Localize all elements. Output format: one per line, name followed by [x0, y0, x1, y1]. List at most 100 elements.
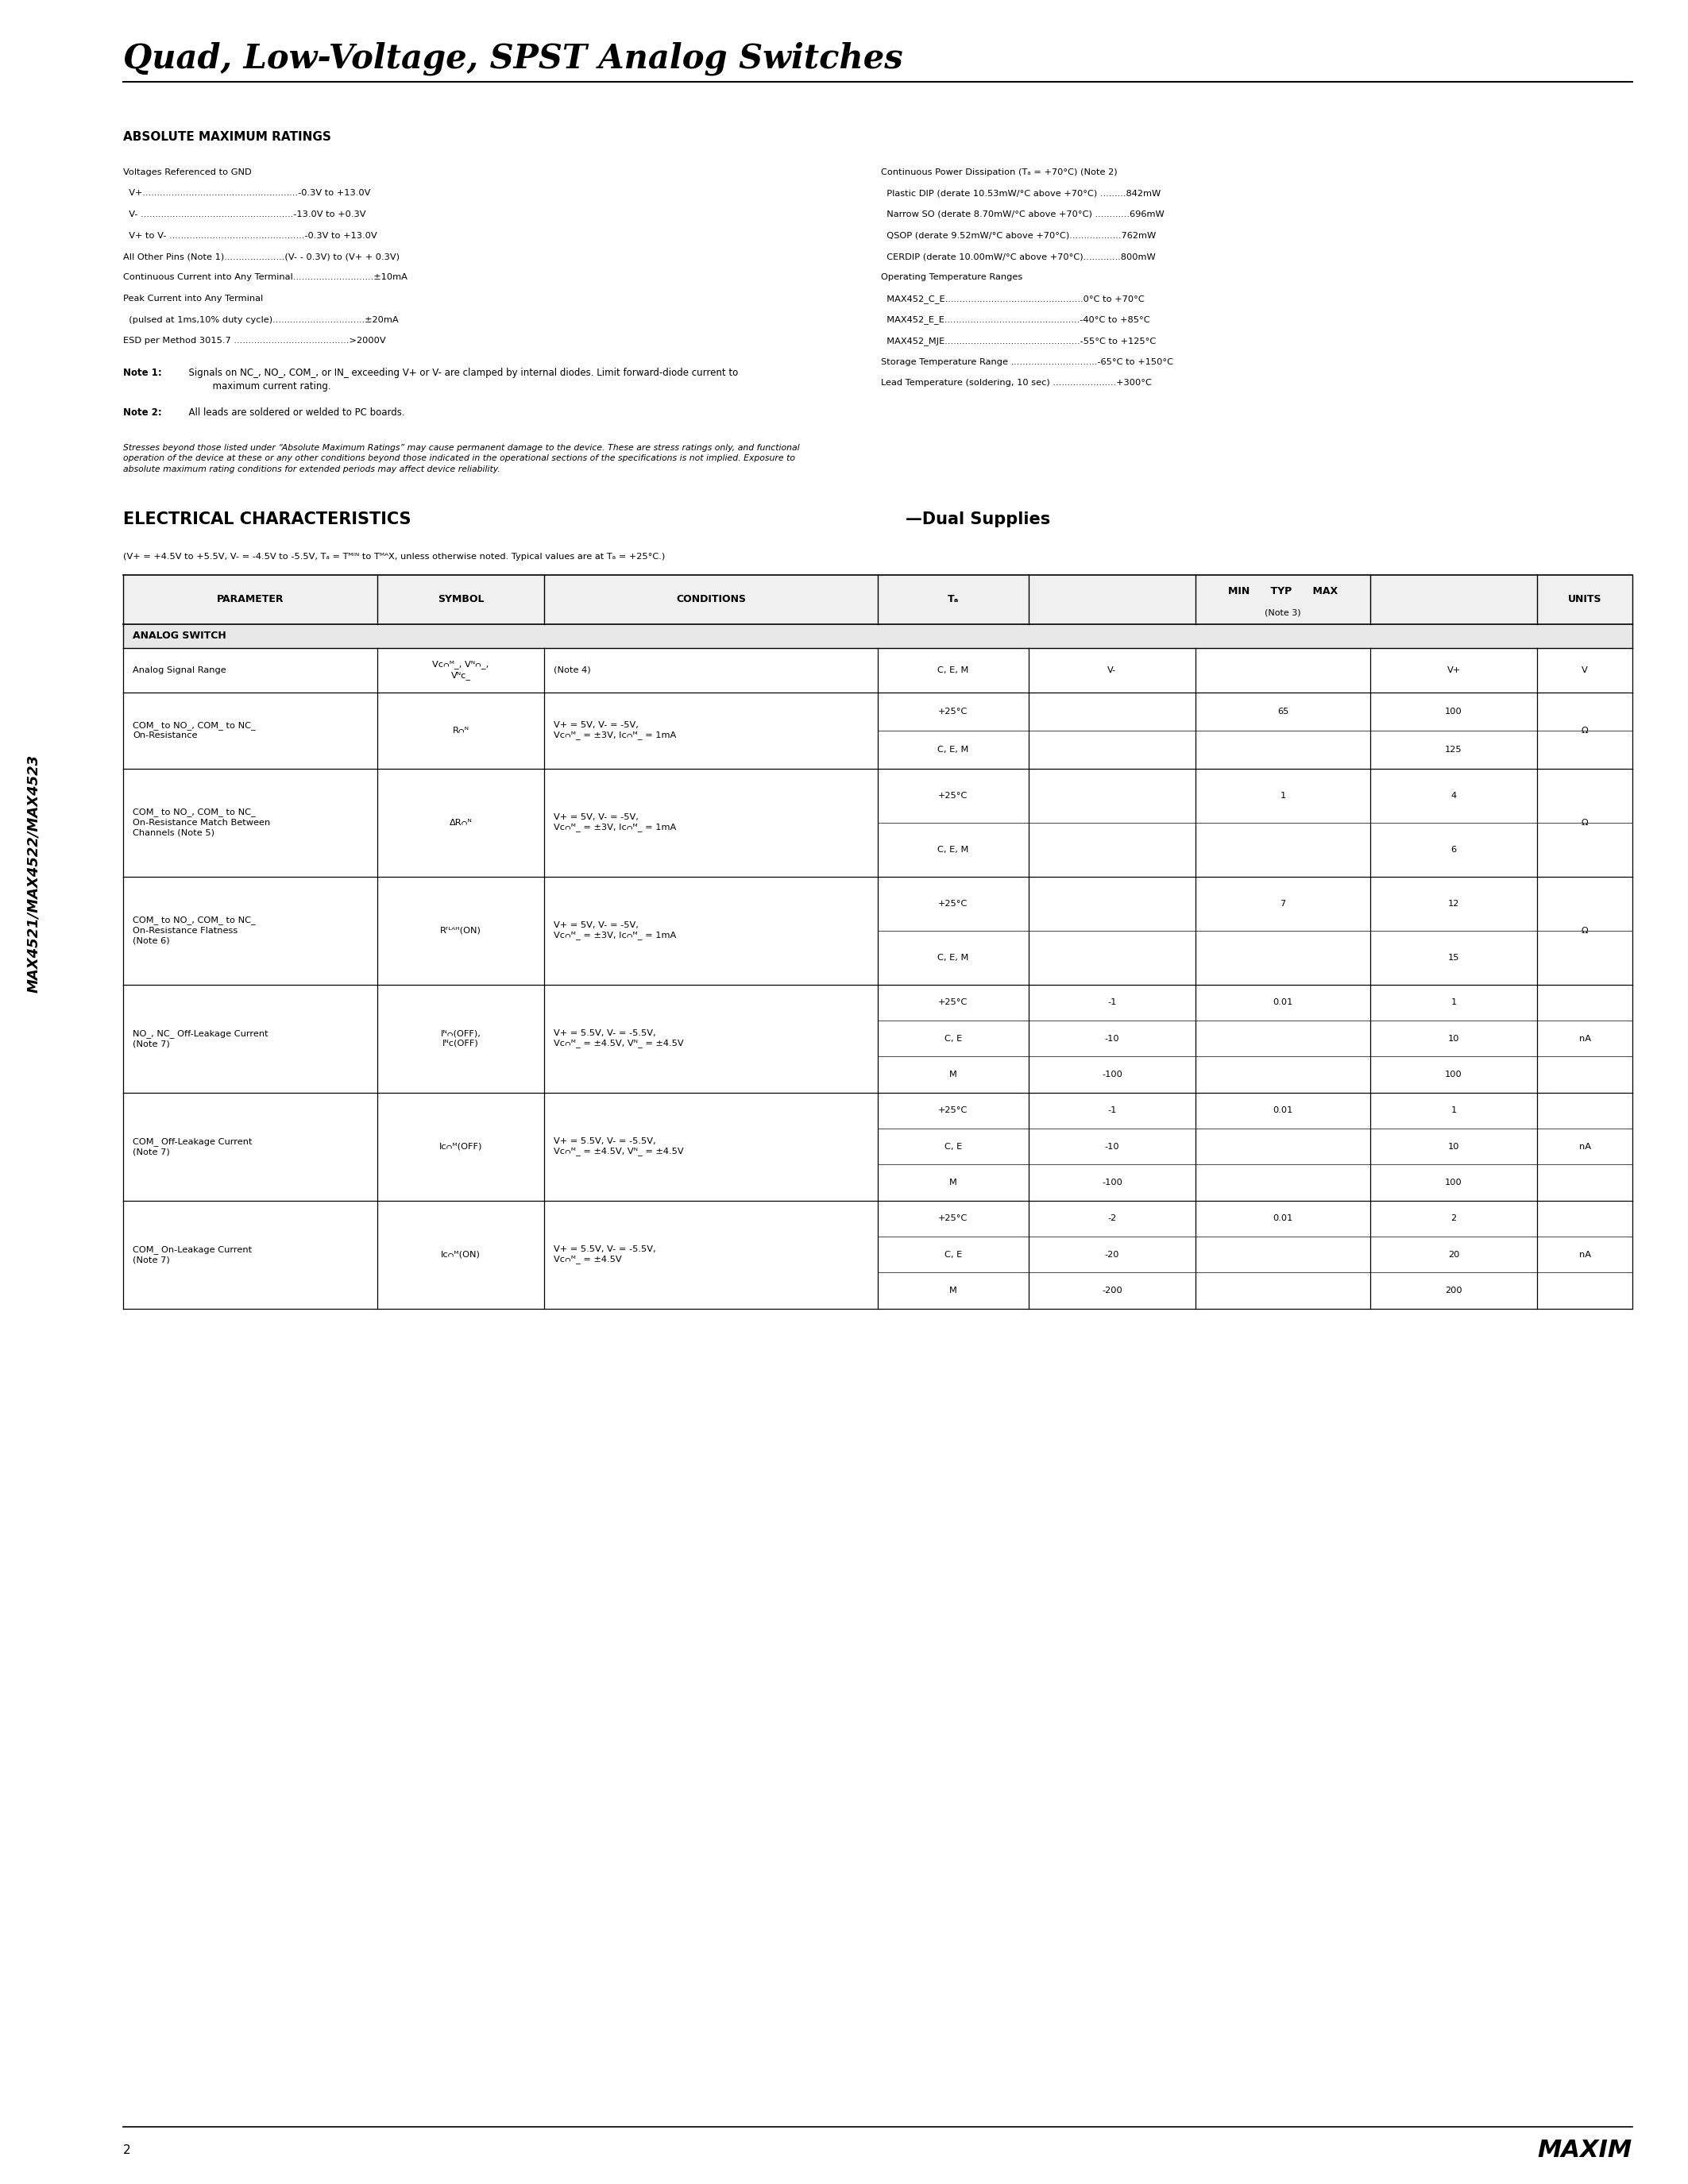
Text: (V+ = +4.5V to +5.5V, V- = -4.5V to -5.5V, Tₐ = Tᴹᴵᴺ to TᴹᴬΧ, unless otherwise n: (V+ = +4.5V to +5.5V, V- = -4.5V to -5.5… [123, 553, 665, 561]
Text: UNITS: UNITS [1568, 594, 1602, 605]
Text: All leads are soldered or welded to PC boards.: All leads are soldered or welded to PC b… [182, 406, 405, 417]
Text: 2: 2 [1452, 1214, 1457, 1223]
Text: V+ = 5.5V, V- = -5.5V,
Vᴄᴒᴹ_ = ±4.5V, Vᴺ_ = ±4.5V: V+ = 5.5V, V- = -5.5V, Vᴄᴒᴹ_ = ±4.5V, Vᴺ… [554, 1029, 684, 1048]
Text: PARAMETER: PARAMETER [216, 594, 284, 605]
Text: Note 1:: Note 1: [123, 367, 162, 378]
Text: COM_ to NO_, COM_ to NC_
On-Resistance Match Between
Channels (Note 5): COM_ to NO_, COM_ to NC_ On-Resistance M… [133, 808, 270, 836]
Text: M: M [949, 1179, 957, 1186]
Text: C, E, M: C, E, M [937, 745, 969, 753]
Text: 10: 10 [1448, 1142, 1460, 1151]
Text: (Note 4): (Note 4) [554, 666, 591, 675]
Text: Voltages Referenced to GND: Voltages Referenced to GND [123, 168, 252, 177]
Text: Peak Current into Any Terminal: Peak Current into Any Terminal [123, 295, 263, 304]
Text: V+ to V- ...............................................-0.3V to +13.0V: V+ to V- ...............................… [123, 232, 376, 240]
Text: ESD per Method 3015.7 ........................................>2000V: ESD per Method 3015.7 ..................… [123, 336, 387, 345]
Text: nA: nA [1578, 1251, 1590, 1258]
Text: All Other Pins (Note 1).....................(V- - 0.3V) to (V+ + 0.3V): All Other Pins (Note 1).................… [123, 253, 400, 260]
Text: -100: -100 [1102, 1070, 1123, 1079]
Text: +25°C: +25°C [939, 900, 969, 906]
Text: 15: 15 [1448, 954, 1460, 961]
Text: Rᶠᴸᴬᴴ(ON): Rᶠᴸᴬᴴ(ON) [441, 926, 481, 935]
Bar [123, 574, 1632, 625]
Text: Iᴄᴒᴹ(OFF): Iᴄᴒᴹ(OFF) [439, 1142, 483, 1151]
Text: V- .....................................................-13.0V to +0.3V: V- .....................................… [123, 210, 366, 218]
Text: -100: -100 [1102, 1179, 1123, 1186]
Text: MAX452_MJE...............................................-55°C to +125°C: MAX452_MJE..............................… [881, 336, 1156, 345]
Text: 125: 125 [1445, 745, 1462, 753]
Text: Vᴄᴒᴹ_, Vᴺᴒ_,
Vᴺᴄ_: Vᴄᴒᴹ_, Vᴺᴒ_, Vᴺᴄ_ [432, 660, 490, 679]
Text: 0.01: 0.01 [1273, 1107, 1293, 1114]
Text: -10: -10 [1104, 1035, 1119, 1042]
Text: Lead Temperature (soldering, 10 sec) ......................+300°C: Lead Temperature (soldering, 10 sec) ...… [881, 378, 1151, 387]
Text: V+ = 5V, V- = -5V,
Vᴄᴒᴹ_ = ±3V, Iᴄᴒᴹ_ = 1mA: V+ = 5V, V- = -5V, Vᴄᴒᴹ_ = ±3V, Iᴄᴒᴹ_ = … [554, 922, 677, 939]
Text: +25°C: +25°C [939, 1214, 969, 1223]
Text: +25°C: +25°C [939, 708, 969, 714]
Text: +25°C: +25°C [939, 791, 969, 799]
Text: Note 2:: Note 2: [123, 406, 162, 417]
Text: Narrow SO (derate 8.70mW/°C above +70°C) ............696mW: Narrow SO (derate 8.70mW/°C above +70°C)… [881, 210, 1165, 218]
Text: MAXIM: MAXIM [1538, 2138, 1632, 2162]
Text: C, E, M: C, E, M [937, 845, 969, 854]
Text: nA: nA [1578, 1035, 1590, 1042]
Text: Operating Temperature Ranges: Operating Temperature Ranges [881, 273, 1023, 282]
Text: ELECTRICAL CHARACTERISTICS: ELECTRICAL CHARACTERISTICS [123, 511, 412, 526]
Text: +25°C: +25°C [939, 1107, 969, 1114]
Text: C, E, M: C, E, M [937, 666, 969, 675]
Text: 100: 100 [1445, 708, 1462, 714]
Text: V+ = 5V, V- = -5V,
Vᴄᴒᴹ_ = ±3V, Iᴄᴒᴹ_ = 1mA: V+ = 5V, V- = -5V, Vᴄᴒᴹ_ = ±3V, Iᴄᴒᴹ_ = … [554, 812, 677, 832]
Text: (Note 3): (Note 3) [1264, 609, 1301, 616]
Text: 7: 7 [1280, 900, 1286, 906]
Text: 1: 1 [1280, 791, 1286, 799]
Text: C, E: C, E [944, 1035, 962, 1042]
Text: -1: -1 [1107, 998, 1117, 1007]
Text: 2: 2 [123, 2145, 130, 2156]
Text: MAX4521/MAX4522/MAX4523: MAX4521/MAX4522/MAX4523 [27, 753, 41, 994]
Text: V+ = 5.5V, V- = -5.5V,
Vᴄᴒᴹ_ = ±4.5V, Vᴺ_ = ±4.5V: V+ = 5.5V, V- = -5.5V, Vᴄᴒᴹ_ = ±4.5V, Vᴺ… [554, 1138, 684, 1155]
Text: -2: -2 [1107, 1214, 1116, 1223]
Text: 1: 1 [1450, 1107, 1457, 1114]
Text: -20: -20 [1104, 1251, 1119, 1258]
Text: 10: 10 [1448, 1035, 1460, 1042]
Text: Signals on NC_, NO_, COM_, or IN_ exceeding V+ or V- are clamped by internal dio: Signals on NC_, NO_, COM_, or IN_ exceed… [182, 367, 738, 391]
Text: MAX452_E_E...............................................-40°C to +85°C: MAX452_E_E..............................… [881, 317, 1150, 325]
Text: Storage Temperature Range ..............................-65°C to +150°C: Storage Temperature Range ..............… [881, 358, 1173, 365]
Text: Plastic DIP (derate 10.53mW/°C above +70°C) .........842mW: Plastic DIP (derate 10.53mW/°C above +70… [881, 190, 1161, 197]
Text: C, E, M: C, E, M [937, 954, 969, 961]
Text: Continuous Current into Any Terminal............................±10mA: Continuous Current into Any Terminal....… [123, 273, 407, 282]
Text: Iᴺᴒ(OFF),
Iᴺᴄ(OFF): Iᴺᴒ(OFF), Iᴺᴄ(OFF) [441, 1029, 481, 1048]
Text: 20: 20 [1448, 1251, 1460, 1258]
Text: -1: -1 [1107, 1107, 1117, 1114]
Text: Stresses beyond those listed under “Absolute Maximum Ratings” may cause permanen: Stresses beyond those listed under “Abso… [123, 443, 800, 474]
Text: Ω: Ω [1582, 819, 1588, 826]
Text: 12: 12 [1448, 900, 1460, 906]
Text: V+: V+ [1447, 666, 1460, 675]
Text: -200: -200 [1102, 1286, 1123, 1295]
Text: V+ = 5V, V- = -5V,
Vᴄᴒᴹ_ = ±3V, Iᴄᴒᴹ_ = 1mA: V+ = 5V, V- = -5V, Vᴄᴒᴹ_ = ±3V, Iᴄᴒᴹ_ = … [554, 721, 677, 740]
Text: V-: V- [1107, 666, 1116, 675]
Text: —Dual Supplies: —Dual Supplies [905, 511, 1050, 526]
Text: 200: 200 [1445, 1286, 1462, 1295]
Text: 100: 100 [1445, 1179, 1462, 1186]
Text: ANALOG SWITCH: ANALOG SWITCH [133, 631, 226, 640]
Text: 65: 65 [1278, 708, 1288, 714]
Text: CONDITIONS: CONDITIONS [675, 594, 746, 605]
Text: COM_ to NO_, COM_ to NC_
On-Resistance Flatness
(Note 6): COM_ to NO_, COM_ to NC_ On-Resistance F… [133, 915, 255, 946]
Text: Ω: Ω [1582, 926, 1588, 935]
Text: +25°C: +25°C [939, 998, 969, 1007]
Text: 6: 6 [1452, 845, 1457, 854]
Text: ΔRᴒᴺ: ΔRᴒᴺ [449, 819, 473, 826]
Text: CERDIP (derate 10.00mW/°C above +70°C).............800mW: CERDIP (derate 10.00mW/°C above +70°C)..… [881, 253, 1155, 260]
Text: COM_ On-Leakage Current
(Note 7): COM_ On-Leakage Current (Note 7) [133, 1245, 252, 1265]
Text: M: M [949, 1286, 957, 1295]
Text: 0.01: 0.01 [1273, 1214, 1293, 1223]
Text: 0.01: 0.01 [1273, 998, 1293, 1007]
Text: Ω: Ω [1582, 727, 1588, 734]
Bar [123, 625, 1632, 649]
Text: Iᴄᴒᴹ(ON): Iᴄᴒᴹ(ON) [441, 1251, 481, 1258]
Text: ABSOLUTE MAXIMUM RATINGS: ABSOLUTE MAXIMUM RATINGS [123, 131, 331, 142]
Text: MIN      TYP      MAX: MIN TYP MAX [1227, 585, 1337, 596]
Text: Quad, Low-Voltage, SPST Analog Switches: Quad, Low-Voltage, SPST Analog Switches [123, 41, 903, 76]
Text: -10: -10 [1104, 1142, 1119, 1151]
Text: Continuous Power Dissipation (Tₐ = +70°C) (Note 2): Continuous Power Dissipation (Tₐ = +70°C… [881, 168, 1117, 177]
Text: 4: 4 [1452, 791, 1457, 799]
